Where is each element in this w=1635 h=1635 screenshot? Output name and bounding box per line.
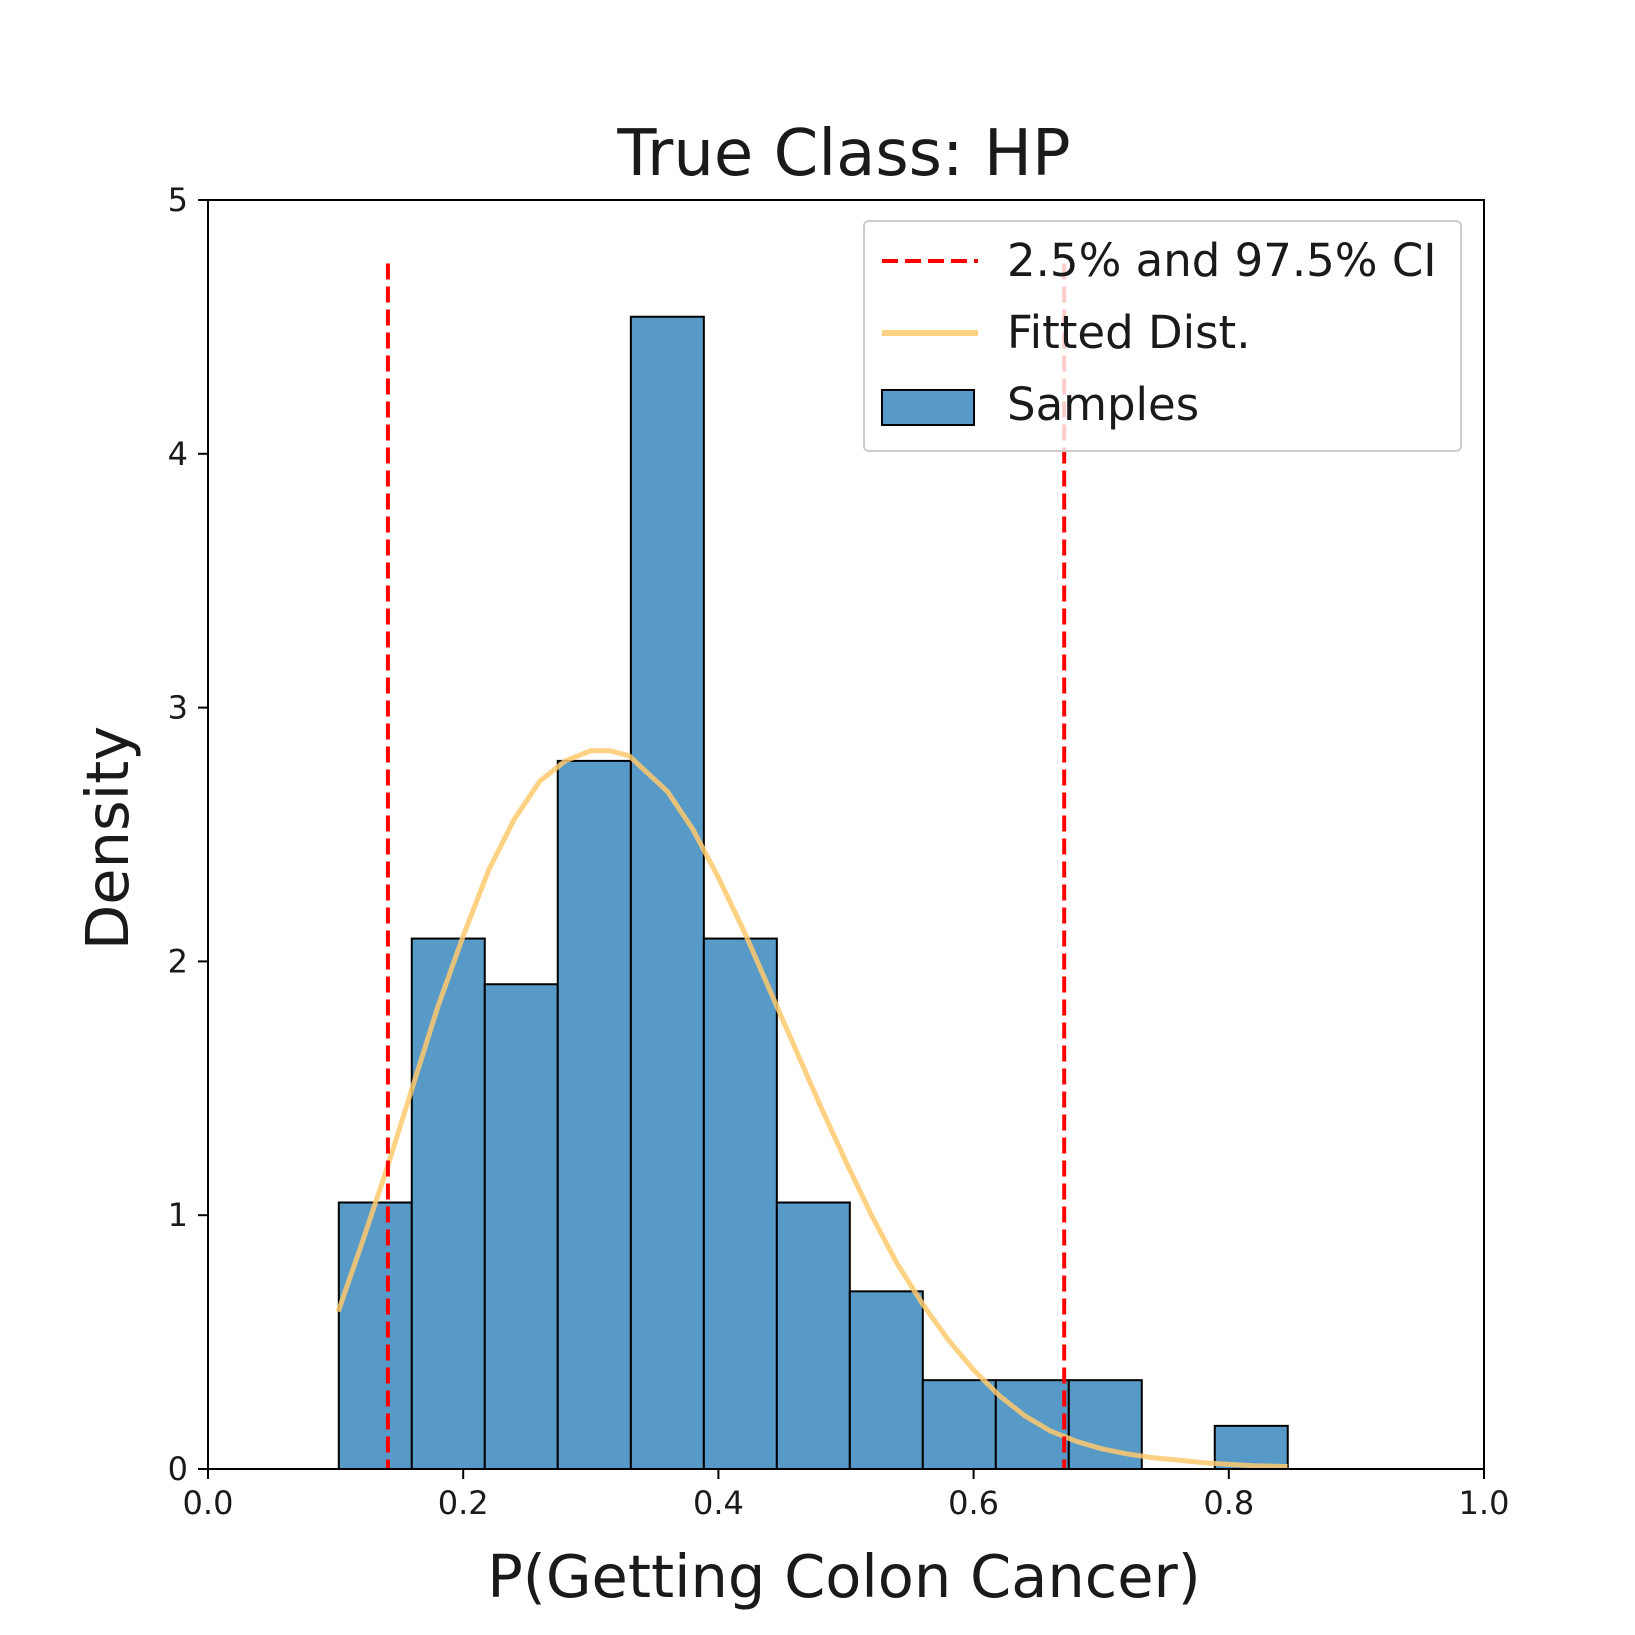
- y-axis-label: Density: [73, 726, 142, 950]
- y-tick-label: 3: [168, 689, 188, 727]
- y-tick-label: 0: [168, 1450, 188, 1488]
- y-axis-ticks: 0 1 2 3 4 5: [168, 181, 208, 1488]
- x-axis-label: P(Getting Colon Cancer): [487, 1542, 1201, 1611]
- legend-ci-label: 2.5% and 97.5% CI: [1007, 234, 1437, 287]
- histogram-bar-6: [702, 937, 778, 1470]
- y-tick-label: 4: [168, 435, 188, 473]
- histogram-bar-4: [556, 759, 632, 1470]
- x-tick-label: 0.2: [438, 1484, 489, 1522]
- legend-samples-patch-icon: [881, 389, 975, 426]
- y-tick-label: 2: [168, 942, 188, 980]
- histogram-bar-8: [848, 1290, 924, 1470]
- x-tick-label: 0.0: [183, 1484, 234, 1522]
- chart-title: True Class: HP: [616, 117, 1070, 191]
- x-axis-ticks: 0.0 0.2 0.4 0.6 0.8 1.0: [183, 1469, 1510, 1522]
- y-tick-label: 1: [168, 1196, 188, 1234]
- legend-fitted-label: Fitted Dist.: [1007, 306, 1251, 359]
- histogram-bar-10: [994, 1379, 1070, 1471]
- x-tick-label: 0.4: [693, 1484, 744, 1522]
- x-tick-label: 0.6: [948, 1484, 999, 1522]
- legend-box: [863, 220, 1462, 452]
- histogram-bar-1: [337, 1201, 413, 1470]
- legend-samples-label: Samples: [1007, 378, 1199, 431]
- x-tick-label: 0.8: [1203, 1484, 1254, 1522]
- histogram-bar-5: [629, 315, 705, 1470]
- legend: 2.5% and 97.5% CI Fitted Dist. Samples: [863, 220, 1462, 452]
- ci-lines-layer: [385, 263, 1067, 1469]
- histogram-bar-7: [775, 1201, 851, 1470]
- histogram-bar-9: [921, 1379, 997, 1471]
- fitted-distribution-layer: [335, 748, 1288, 1469]
- histogram-bar-2: [410, 937, 486, 1470]
- plot-frame: [207, 199, 1485, 1470]
- y-tick-label: 5: [168, 181, 188, 219]
- histogram-bars: [337, 315, 1289, 1471]
- histogram-bar-3: [483, 983, 559, 1470]
- fitted-distribution-curve: [335, 748, 1288, 1469]
- x-tick-label: 1.0: [1459, 1484, 1510, 1522]
